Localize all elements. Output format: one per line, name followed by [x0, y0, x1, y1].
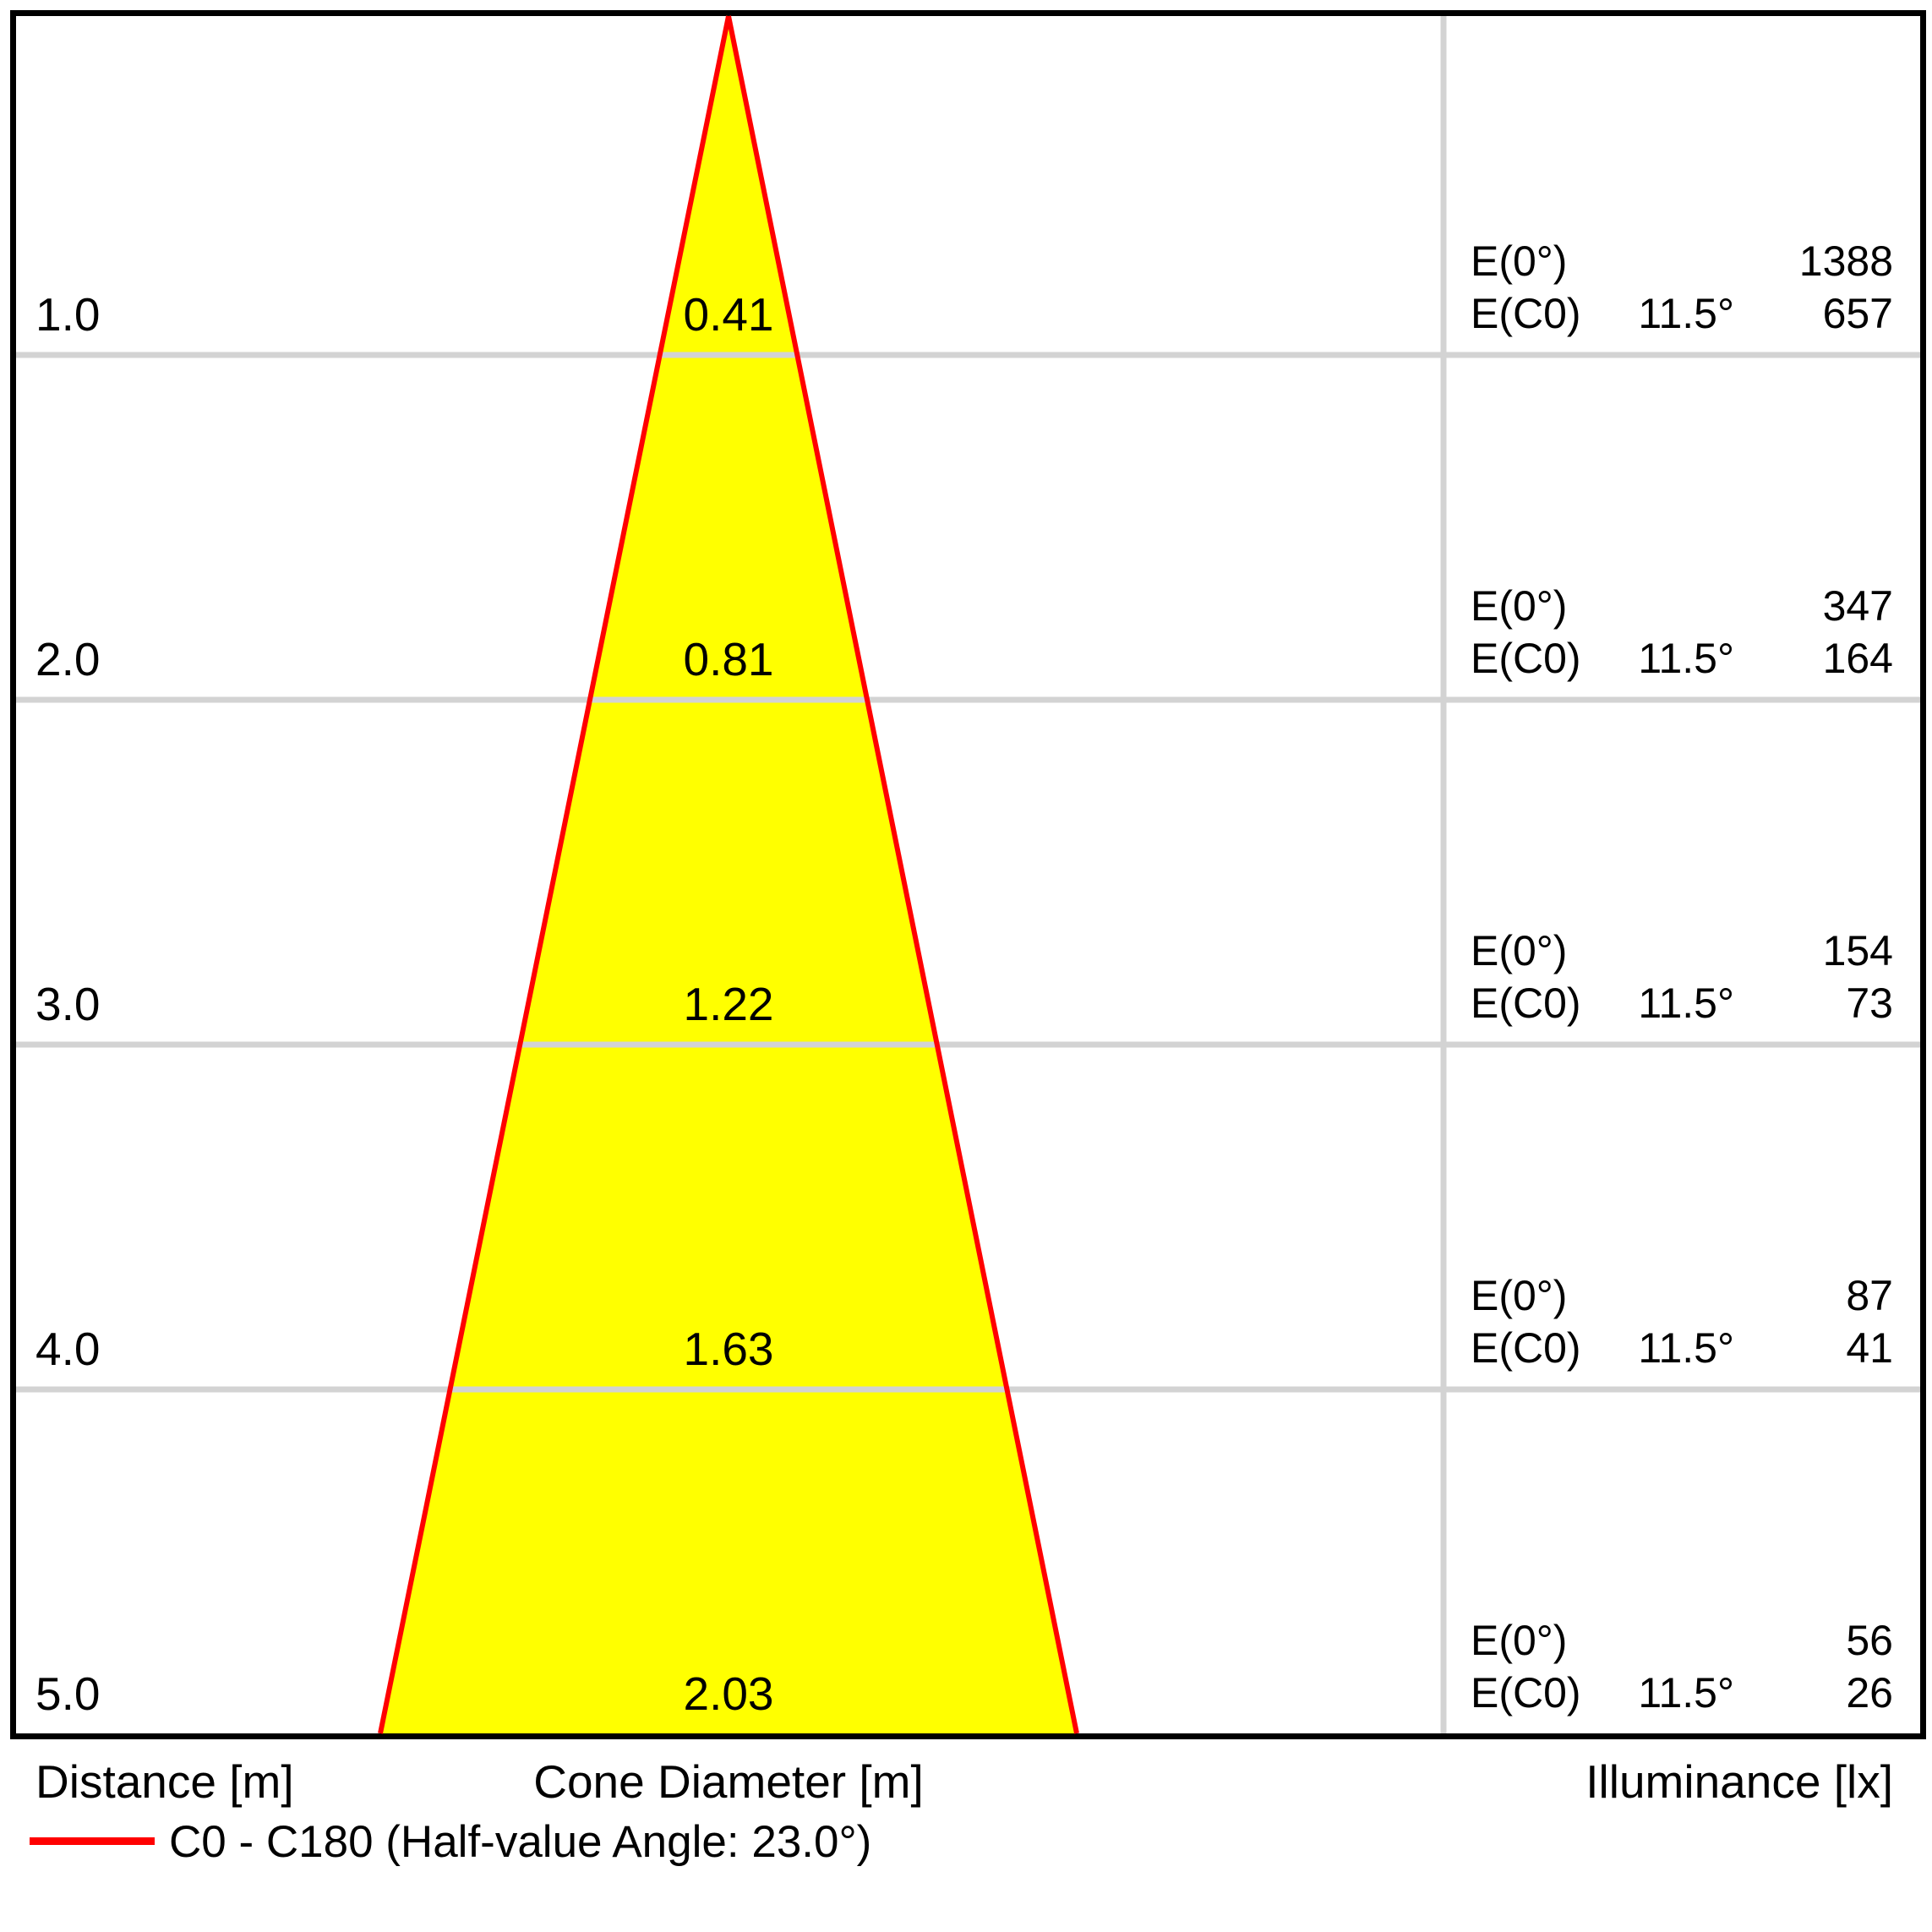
- e0-value: 87: [1846, 1272, 1893, 1319]
- cone-edge-left: [378, 15, 731, 1734]
- distance-label: 1.0: [35, 288, 101, 341]
- beam-angle-value: 11.5°: [1638, 290, 1734, 337]
- cone-diameter-label: 1.22: [683, 978, 774, 1030]
- ec0-label: E(C0): [1471, 1669, 1581, 1716]
- distance-axis-label: Distance [m]: [35, 1755, 294, 1808]
- legend-line-swatch: [30, 1837, 155, 1845]
- e0-label: E(0°): [1471, 927, 1568, 974]
- e0-value: 56: [1846, 1617, 1893, 1664]
- cone-diameter-label: 0.81: [683, 633, 774, 685]
- ec0-label: E(C0): [1471, 980, 1581, 1027]
- light-cone-shape: [380, 16, 1077, 1733]
- illuminance-axis-label: Illuminance [lx]: [1585, 1755, 1893, 1808]
- e0-label: E(0°): [1471, 1272, 1568, 1319]
- ec0-label: E(C0): [1471, 635, 1581, 682]
- distance-label: 2.0: [35, 633, 101, 685]
- cone-diameter-label: 1.63: [683, 1323, 774, 1375]
- e0-value: 347: [1822, 582, 1893, 630]
- beam-angle-value: 11.5°: [1638, 980, 1734, 1027]
- e0-label: E(0°): [1471, 1617, 1568, 1664]
- ec0-label: E(C0): [1471, 290, 1581, 337]
- beam-angle-value: 11.5°: [1638, 1669, 1734, 1716]
- ec0-value: 26: [1846, 1669, 1893, 1716]
- beam-angle-value: 11.5°: [1638, 635, 1734, 682]
- e0-value: 154: [1822, 927, 1893, 974]
- distance-label: 5.0: [35, 1667, 101, 1720]
- e0-label: E(0°): [1471, 582, 1568, 630]
- cone-diameter-label: 2.03: [683, 1667, 774, 1720]
- ec0-value: 657: [1822, 290, 1893, 337]
- e0-label: E(0°): [1471, 237, 1568, 285]
- diagram-border: [10, 10, 1926, 1739]
- beam-angle-value: 11.5°: [1638, 1324, 1734, 1372]
- ec0-value: 41: [1846, 1324, 1893, 1372]
- e0-value: 1388: [1798, 237, 1893, 285]
- ec0-value: 73: [1846, 980, 1893, 1027]
- distance-label: 3.0: [35, 978, 101, 1030]
- cone-diameter-axis-label: Cone Diameter [m]: [533, 1755, 924, 1808]
- cone-diameter-label: 0.41: [683, 288, 774, 341]
- cone-edge-right: [726, 15, 1079, 1734]
- ec0-label: E(C0): [1471, 1324, 1581, 1372]
- legend-label: C0 - C180 (Half-value Angle: 23.0°): [169, 1817, 872, 1867]
- distance-label: 4.0: [35, 1323, 101, 1375]
- ec0-value: 164: [1822, 635, 1893, 682]
